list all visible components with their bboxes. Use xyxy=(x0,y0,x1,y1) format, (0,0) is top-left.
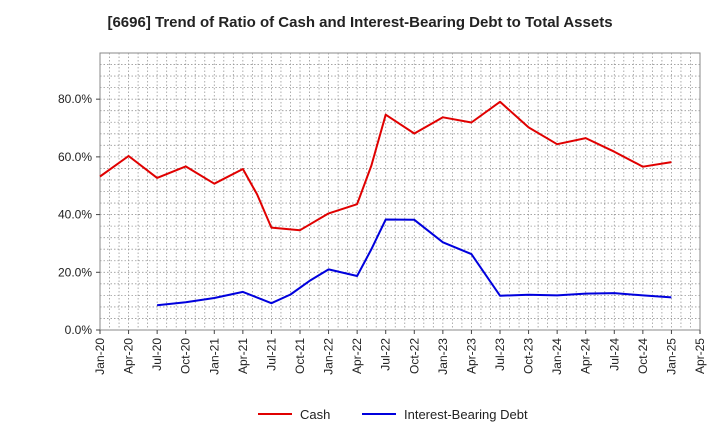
x-tick-label: Jul-23 xyxy=(493,338,507,371)
x-tick-label: Oct-23 xyxy=(522,338,536,374)
x-tick-label: Jul-20 xyxy=(150,338,164,371)
x-tick-label: Oct-24 xyxy=(636,338,650,374)
y-tick-label: 40.0% xyxy=(58,208,92,222)
interest-bearing-debt-series-line xyxy=(156,218,672,307)
plot-area xyxy=(99,52,701,331)
x-tick-label: Oct-21 xyxy=(293,338,307,374)
chart-title: [6696] Trend of Ratio of Cash and Intere… xyxy=(107,14,613,31)
x-tick-label: Jan-21 xyxy=(207,338,221,375)
x-tick-label: Jan-24 xyxy=(550,338,564,375)
x-tick-label: Apr-20 xyxy=(122,338,136,374)
x-tick-label: Jul-24 xyxy=(607,338,621,371)
x-tick-label: Jan-20 xyxy=(93,338,107,375)
cash-series-line xyxy=(99,100,672,232)
x-tick-label: Oct-22 xyxy=(407,338,421,374)
x-tick-label: Jul-21 xyxy=(264,338,278,371)
legend-label-cash: Cash xyxy=(300,407,330,422)
x-tick-label: Apr-21 xyxy=(236,338,250,374)
y-tick-label: 80.0% xyxy=(58,92,92,106)
x-tick-label: Apr-24 xyxy=(579,338,593,374)
legend-label-interest-bearing-debt: Interest-Bearing Debt xyxy=(404,407,528,422)
x-tick-label: Apr-25 xyxy=(693,338,707,374)
x-tick-label: Apr-23 xyxy=(464,338,478,374)
y-tick-label: 0.0% xyxy=(65,323,93,337)
x-tick-label: Apr-22 xyxy=(350,338,364,374)
x-tick-label: Jan-22 xyxy=(322,338,336,375)
x-tick-label: Jan-23 xyxy=(436,338,450,375)
x-tick-label: Jul-22 xyxy=(379,338,393,371)
y-tick-label: 20.0% xyxy=(58,265,92,279)
x-tick-label: Oct-20 xyxy=(179,338,193,374)
y-tick-label: 60.0% xyxy=(58,150,92,164)
x-tick-label: Jan-25 xyxy=(664,338,678,375)
